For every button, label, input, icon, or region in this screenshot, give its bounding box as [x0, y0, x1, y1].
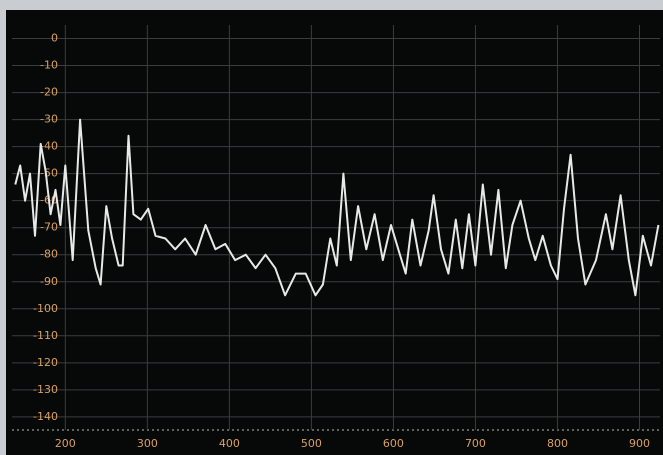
y-tick-label: -120 — [33, 356, 58, 369]
y-tick-label: -90 — [40, 275, 58, 288]
x-tick-label: 900 — [629, 437, 650, 450]
y-tick-label: -10 — [40, 59, 58, 72]
x-tick-label: 800 — [547, 437, 568, 450]
x-tick-label: 400 — [219, 437, 240, 450]
x-tick-label: 200 — [55, 437, 76, 450]
y-tick-label: -80 — [40, 248, 58, 261]
y-tick-label: -70 — [40, 221, 58, 234]
y-tick-label: -20 — [40, 86, 58, 99]
y-tick-label: -140 — [33, 410, 58, 423]
x-tick-label: 600 — [383, 437, 404, 450]
y-tick-label: -100 — [33, 302, 58, 315]
y-tick-label: 0 — [51, 32, 58, 45]
y-tick-label: -50 — [40, 167, 58, 180]
y-tick-label: -110 — [33, 329, 58, 342]
screen — [6, 10, 663, 455]
y-tick-label: -130 — [33, 383, 58, 396]
y-tick-label: -30 — [40, 113, 58, 126]
x-tick-label: 300 — [137, 437, 158, 450]
trace-line — [14, 118, 660, 297]
x-tick-label: 500 — [301, 437, 322, 450]
y-tick-label: -40 — [40, 140, 58, 153]
x-tick-label: 700 — [465, 437, 486, 450]
